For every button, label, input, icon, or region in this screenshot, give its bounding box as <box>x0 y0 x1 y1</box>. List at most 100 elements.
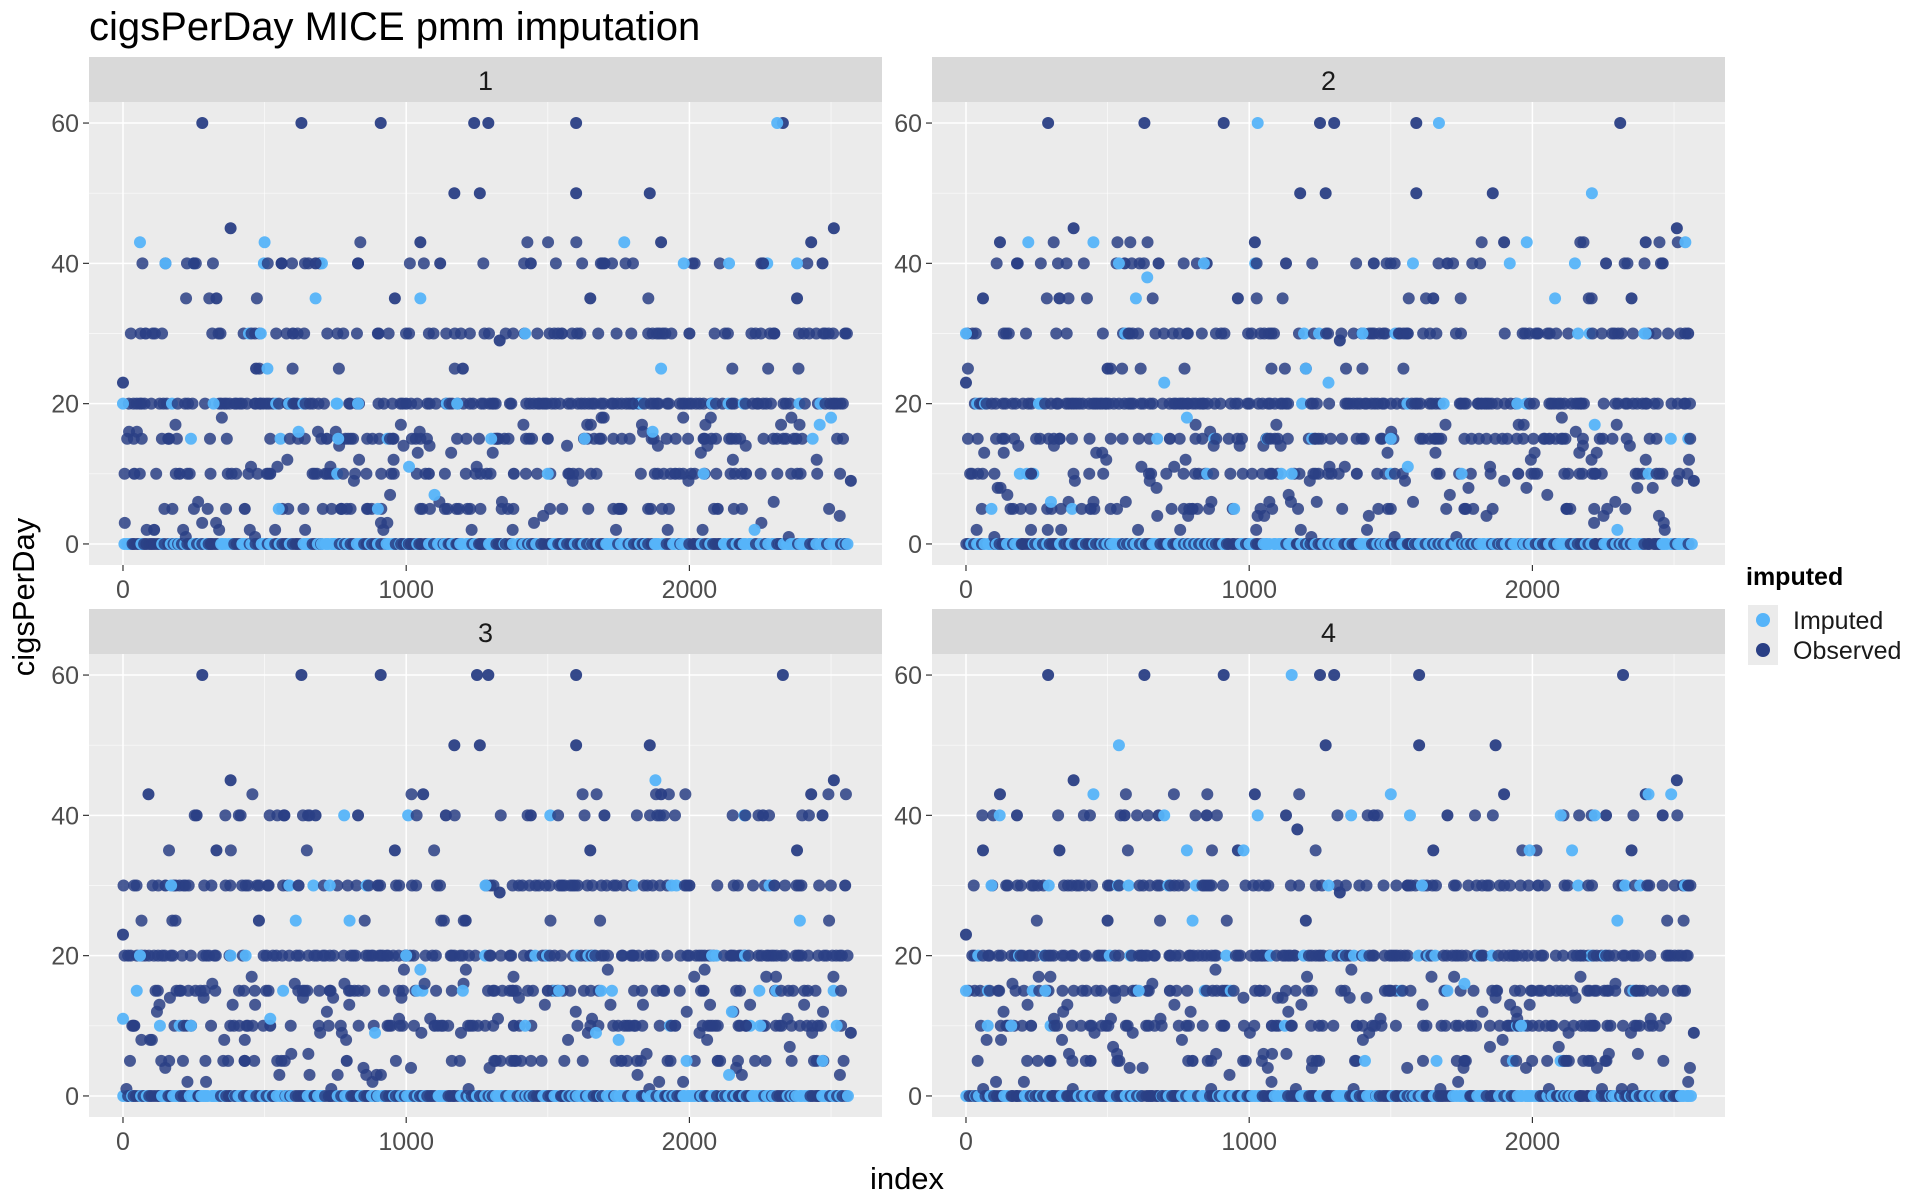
observed-point <box>507 327 520 340</box>
observed-point <box>1207 467 1220 480</box>
observed-point <box>1163 984 1176 997</box>
observed-point <box>1503 879 1516 892</box>
observed-point <box>1609 495 1622 508</box>
observed-point <box>374 1068 387 1081</box>
observed-point <box>1372 502 1385 515</box>
imputed-point <box>618 236 631 249</box>
observed-point <box>1067 949 1080 962</box>
observed-point <box>1335 432 1348 445</box>
observed-point <box>1116 362 1129 375</box>
observed-point <box>331 1068 344 1081</box>
observed-point <box>337 327 350 340</box>
observed-point <box>696 523 709 536</box>
observed-point <box>1111 236 1124 249</box>
observed-point <box>1601 502 1614 515</box>
imputed-point <box>1358 1054 1371 1067</box>
observed-point <box>1189 418 1202 431</box>
observed-point <box>1338 460 1351 473</box>
observed-point <box>543 879 556 892</box>
observed-point <box>303 1068 316 1081</box>
imputed-point <box>165 879 178 892</box>
observed-point <box>1343 991 1356 1004</box>
observed-point <box>1657 1054 1670 1067</box>
observed-point <box>801 257 814 270</box>
observed-point <box>1050 327 1063 340</box>
imputed-point <box>677 257 690 270</box>
observed-point <box>562 1033 575 1046</box>
imputed-point <box>1520 236 1533 249</box>
imputed-point <box>414 963 427 976</box>
observed-point <box>1052 809 1065 822</box>
observed-point <box>1294 187 1307 200</box>
observed-point <box>1234 949 1247 962</box>
observed-point <box>145 1033 158 1046</box>
imputed-point <box>1503 257 1516 270</box>
observed-point <box>205 879 218 892</box>
observed-point <box>1636 984 1649 997</box>
observed-point <box>1181 327 1194 340</box>
observed-point <box>1055 502 1068 515</box>
observed-point <box>1077 257 1090 270</box>
imputed-point <box>959 984 972 997</box>
observed-point <box>1236 467 1249 480</box>
observed-point <box>680 1005 693 1018</box>
observed-point <box>827 222 840 235</box>
observed-point <box>1083 432 1096 445</box>
observed-point <box>625 327 638 340</box>
observed-point <box>262 984 275 997</box>
observed-point <box>350 327 363 340</box>
observed-point <box>1417 1054 1430 1067</box>
observed-point <box>1498 474 1511 487</box>
observed-point <box>1262 879 1275 892</box>
observed-point <box>711 502 724 515</box>
observed-point <box>395 991 408 1004</box>
observed-point <box>118 467 131 480</box>
imputed-point <box>680 1054 693 1067</box>
observed-point <box>1474 257 1487 270</box>
observed-point <box>1220 914 1233 927</box>
observed-point <box>683 879 696 892</box>
legend-label-imputed: Imputed <box>1793 607 1883 635</box>
observed-point <box>1546 1019 1559 1032</box>
observed-point <box>647 949 660 962</box>
observed-point <box>1109 991 1122 1004</box>
legend-dot-observed <box>1756 643 1770 657</box>
observed-point <box>1248 1019 1261 1032</box>
x-axis-label: index <box>870 1161 945 1196</box>
observed-point <box>834 467 847 480</box>
observed-point <box>1657 984 1670 997</box>
observed-point <box>644 502 657 515</box>
observed-point <box>264 467 277 480</box>
observed-point <box>1522 879 1535 892</box>
facet-strip-label: 3 <box>478 618 493 648</box>
observed-point <box>1134 362 1147 375</box>
observed-point <box>210 844 223 857</box>
imputed-point <box>791 257 804 270</box>
observed-point <box>1009 984 1022 997</box>
observed-point <box>823 914 836 927</box>
observed-point <box>452 502 465 515</box>
observed-point <box>285 1047 298 1060</box>
observed-point <box>1388 257 1401 270</box>
observed-point <box>584 292 597 305</box>
observed-point <box>1132 432 1145 445</box>
observed-point <box>1224 467 1237 480</box>
observed-point <box>1639 236 1652 249</box>
observed-point <box>1404 984 1417 997</box>
observed-point <box>448 739 461 752</box>
observed-point <box>664 1054 677 1067</box>
observed-point <box>839 327 852 340</box>
observed-point <box>805 788 818 801</box>
observed-point <box>993 788 1006 801</box>
panel-3: 3 0 1000 2000 0 20 40 60 <box>51 609 882 1156</box>
observed-point <box>1559 432 1572 445</box>
imputed-point <box>1549 292 1562 305</box>
observed-point <box>1062 292 1075 305</box>
observed-point <box>1401 879 1414 892</box>
observed-point <box>173 984 186 997</box>
observed-point <box>1469 809 1482 822</box>
observed-point <box>576 788 589 801</box>
observed-point <box>394 418 407 431</box>
observed-point <box>1327 1019 1340 1032</box>
imputed-point <box>1132 984 1145 997</box>
